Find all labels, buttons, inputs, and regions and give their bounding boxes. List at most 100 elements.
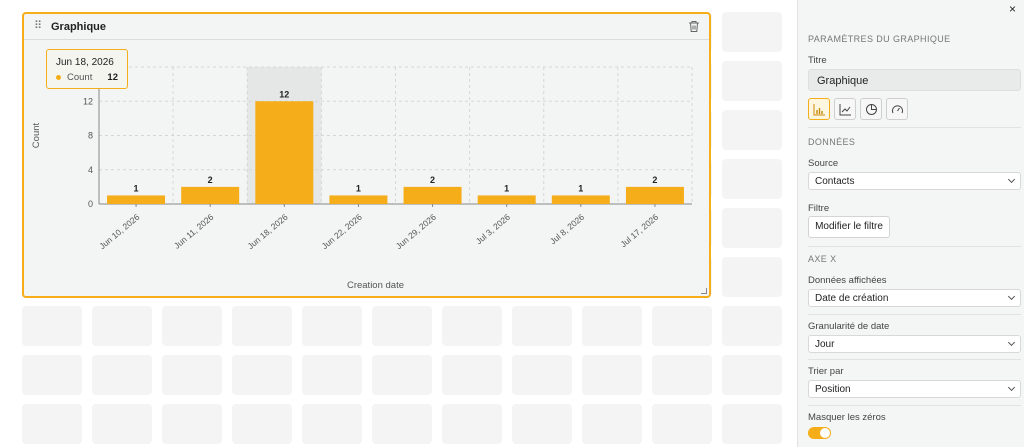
grid-cell xyxy=(372,404,432,444)
sort-select-value: Position xyxy=(815,384,851,395)
chart-type-bar-button[interactable] xyxy=(808,98,830,120)
filter-label: Filtre xyxy=(808,203,830,214)
x-axis-title: Creation date xyxy=(347,280,404,291)
source-select[interactable]: Contacts xyxy=(808,172,1021,190)
grid-cell xyxy=(512,306,572,346)
data-shown-select[interactable]: Date de création xyxy=(808,289,1021,307)
chevron-down-icon xyxy=(1007,338,1016,347)
trash-icon[interactable] xyxy=(688,20,700,33)
bar xyxy=(625,186,684,204)
x-tick-label: Jul 17, 2026 xyxy=(618,212,660,250)
grid-cell xyxy=(232,306,292,346)
widget-title: Graphique xyxy=(51,21,107,33)
grid-cell xyxy=(22,306,82,346)
grid-cell xyxy=(162,355,222,395)
data-label: 1 xyxy=(504,183,509,193)
tooltip-value: 12 xyxy=(107,72,118,83)
grid-cell xyxy=(232,355,292,395)
bar xyxy=(477,195,536,204)
data-label: 1 xyxy=(356,183,361,193)
grid-cell xyxy=(652,404,712,444)
divider xyxy=(808,359,1021,360)
bar xyxy=(255,101,314,204)
y-tick-label: 0 xyxy=(88,199,93,209)
grid-cell xyxy=(722,355,782,395)
tooltip-date: Jun 18, 2026 xyxy=(56,57,114,68)
edit-filter-button[interactable]: Modifier le filtre xyxy=(808,216,890,238)
grid-cell xyxy=(372,355,432,395)
chevron-down-icon xyxy=(1007,175,1016,184)
grid-cell xyxy=(442,355,502,395)
granularity-select[interactable]: Jour xyxy=(808,335,1021,353)
x-tick-label: Jun 11, 2026 xyxy=(172,212,216,251)
chevron-down-icon xyxy=(1007,383,1016,392)
gauge-icon xyxy=(892,105,903,114)
grid-cell xyxy=(442,404,502,444)
divider xyxy=(808,314,1021,315)
x-tick-label: Jun 18, 2026 xyxy=(246,212,290,251)
settings-panel: × PARAMÈTRES DU GRAPHIQUE Titre Graphiqu… xyxy=(797,0,1024,447)
grid-cell xyxy=(582,404,642,444)
y-tick-label: 4 xyxy=(88,165,93,175)
chart-type-gauge-button[interactable] xyxy=(886,98,908,120)
grid-cell xyxy=(722,208,782,248)
chevron-down-icon xyxy=(1007,292,1016,301)
grid-cell xyxy=(722,110,782,150)
grid-cell xyxy=(582,306,642,346)
close-icon[interactable]: × xyxy=(1008,2,1016,16)
data-label: 2 xyxy=(208,175,213,185)
y-axis-title: Count xyxy=(31,122,42,148)
grid-cell xyxy=(722,159,782,199)
divider xyxy=(808,405,1021,406)
sort-label: Trier par xyxy=(808,366,844,377)
granularity-select-value: Jour xyxy=(815,339,835,350)
x-tick-label: Jul 3, 2026 xyxy=(474,212,512,247)
tooltip-label: Count xyxy=(67,72,93,83)
grid-cell xyxy=(92,404,152,444)
bar xyxy=(403,186,462,204)
title-input[interactable]: Graphique xyxy=(808,69,1021,91)
hide-zeros-label: Masquer les zéros xyxy=(808,412,886,423)
sort-select[interactable]: Position xyxy=(808,380,1021,398)
source-label: Source xyxy=(808,158,839,169)
grid-cell xyxy=(512,404,572,444)
grid-cell xyxy=(372,306,432,346)
grid-cell xyxy=(162,404,222,444)
data-label: 2 xyxy=(430,175,435,185)
grid-cell xyxy=(722,61,782,101)
grid-cell xyxy=(722,12,782,52)
granularity-label: Granularité de date xyxy=(808,321,890,332)
hide-zeros-toggle[interactable] xyxy=(808,427,831,439)
bar xyxy=(181,186,240,204)
chart-type-line-button[interactable] xyxy=(834,98,856,120)
grid-cell xyxy=(582,355,642,395)
grid-cell xyxy=(722,257,782,297)
grid-cell xyxy=(302,355,362,395)
y-tick-label: 12 xyxy=(83,96,93,106)
grid-cell xyxy=(92,306,152,346)
x-tick-label: Jun 10, 2026 xyxy=(97,212,141,251)
grid-cell xyxy=(22,404,82,444)
grid-cell xyxy=(512,355,572,395)
section-x-axis: AXE X xyxy=(808,254,837,264)
grid-cell xyxy=(92,355,152,395)
chart-widget[interactable]: ⠿ Graphique 0 4 8 12 1 Jun 10, 2026 2 Jun 11, 2… xyxy=(22,12,711,298)
data-shown-select-value: Date de création xyxy=(815,293,889,304)
bar-chart-icon xyxy=(813,104,825,116)
section-chart-settings: PARAMÈTRES DU GRAPHIQUE xyxy=(808,34,951,44)
grid-cell xyxy=(442,306,502,346)
grid-cell xyxy=(722,404,782,444)
resize-handle[interactable] xyxy=(701,288,707,294)
tooltip-series-dot xyxy=(56,75,61,80)
chart-type-pie-button[interactable] xyxy=(860,98,882,120)
drag-handle-icon[interactable]: ⠿ xyxy=(34,20,43,32)
data-label: 1 xyxy=(134,183,139,193)
y-tick-label: 8 xyxy=(88,131,93,141)
x-tick-label: Jun 22, 2026 xyxy=(320,212,364,251)
bar xyxy=(551,195,610,204)
bar xyxy=(329,195,388,204)
toggle-knob xyxy=(820,428,830,438)
grid-cell xyxy=(722,306,782,346)
grid-cell xyxy=(22,355,82,395)
